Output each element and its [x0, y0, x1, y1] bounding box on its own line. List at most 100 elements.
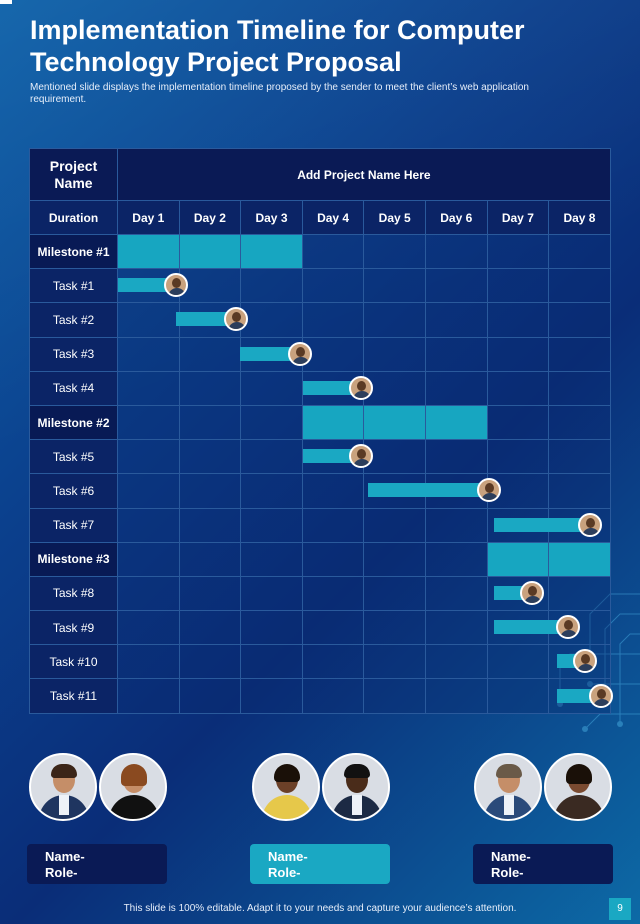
team-name-box: Name- Role- [250, 844, 390, 884]
timeline-cell [548, 439, 611, 475]
timeline-cell [178, 678, 242, 714]
timeline-cell [548, 302, 611, 338]
timeline-cell [424, 370, 488, 406]
timeline-cell [240, 268, 303, 304]
timeline-cell [424, 678, 488, 714]
timeline-cell [363, 268, 426, 304]
timeline-cell [301, 575, 365, 612]
header-row: Project Name Add Project Name Here [29, 148, 611, 201]
timeline-cell [486, 644, 550, 680]
team-role: Role- [45, 865, 78, 880]
team-name-box: Name- Role- [473, 844, 613, 884]
timeline-cell [424, 507, 488, 543]
timeline-cell [486, 370, 550, 406]
timeline-cell [424, 473, 488, 509]
timeline-cell [301, 644, 365, 680]
page-number: 9 [609, 898, 631, 920]
team-photo [474, 753, 542, 821]
timeline-cell [548, 507, 611, 543]
timeline-cell [548, 473, 611, 509]
timeline-cell [548, 678, 611, 714]
timeline-cell [363, 541, 426, 577]
timeline-cell [301, 370, 365, 406]
timeline-cell [240, 233, 303, 270]
team-photo [99, 753, 167, 821]
day-header: Day 4 [301, 200, 365, 235]
timeline-cell [424, 404, 488, 441]
timeline-cell [117, 268, 180, 304]
timeline-cell [486, 678, 550, 714]
timeline-cell [548, 404, 611, 441]
timeline-cell [117, 644, 180, 680]
timeline-cell [363, 473, 426, 509]
timeline-cell [424, 302, 488, 338]
timeline-cell [424, 336, 488, 372]
timeline-cell [301, 507, 365, 543]
milestone-row: Milestone #2 [29, 404, 611, 441]
timeline-cell [486, 336, 550, 372]
footer-text: This slide is 100% editable. Adapt it to… [123, 903, 517, 914]
timeline-cell [178, 233, 242, 270]
timeline-cell [424, 575, 488, 612]
timeline-cell [240, 370, 303, 406]
task-label: Task #2 [29, 302, 118, 338]
timeline-cell [363, 610, 426, 646]
task-label: Task #5 [29, 439, 118, 475]
timeline-cell [117, 233, 180, 270]
timeline-cell [301, 541, 365, 577]
page-subtitle: Mentioned slide displays the implementat… [30, 82, 529, 105]
team-photo [544, 753, 612, 821]
timeline-cell [178, 336, 242, 372]
task-row: Task #3 [29, 336, 611, 372]
timeline-cell [178, 302, 242, 338]
project-name-value: Add Project Name Here [117, 148, 611, 201]
milestone-label: Milestone #3 [29, 541, 118, 577]
timeline-cell [117, 302, 180, 338]
timeline-cell [363, 336, 426, 372]
timeline-cell [486, 439, 550, 475]
day-header: Day 3 [240, 200, 303, 235]
day-header: Day 7 [486, 200, 550, 235]
timeline-cell [301, 404, 365, 441]
task-row: Task #11 [29, 678, 611, 714]
timeline-cell [240, 439, 303, 475]
timeline-cell [240, 575, 303, 612]
timeline-cell [178, 541, 242, 577]
timeline-cell [548, 336, 611, 372]
timeline-cell [486, 473, 550, 509]
timeline-cell [363, 507, 426, 543]
timeline-cell [424, 644, 488, 680]
task-row: Task #9 [29, 610, 611, 646]
day-header: Day 5 [363, 200, 426, 235]
timeline-cell [117, 370, 180, 406]
timeline-cell [548, 644, 611, 680]
timeline-cell [117, 473, 180, 509]
timeline-cell [301, 473, 365, 509]
timeline-cell [548, 268, 611, 304]
corner-accent [0, 0, 12, 4]
timeline-cell [363, 404, 426, 441]
task-label: Task #7 [29, 507, 118, 543]
task-label: Task #3 [29, 336, 118, 372]
timeline-cell [301, 302, 365, 338]
task-label: Task #10 [29, 644, 118, 680]
timeline-cell [117, 575, 180, 612]
task-row: Task #4 [29, 370, 611, 406]
timeline-cell [117, 336, 180, 372]
task-row: Task #6 [29, 473, 611, 509]
timeline-cell [486, 302, 550, 338]
timeline-cell [548, 575, 611, 612]
timeline-cell [117, 439, 180, 475]
timeline-cell [301, 336, 365, 372]
timeline-cell [363, 678, 426, 714]
timeline-cell [240, 644, 303, 680]
task-label: Task #1 [29, 268, 118, 304]
day-header: Day 8 [548, 200, 611, 235]
timeline-cell [117, 507, 180, 543]
timeline-cell [117, 610, 180, 646]
timeline-cell [548, 370, 611, 406]
timeline-cell [424, 439, 488, 475]
team-name: Name- [268, 849, 308, 864]
day-header: Day 1 [117, 200, 180, 235]
